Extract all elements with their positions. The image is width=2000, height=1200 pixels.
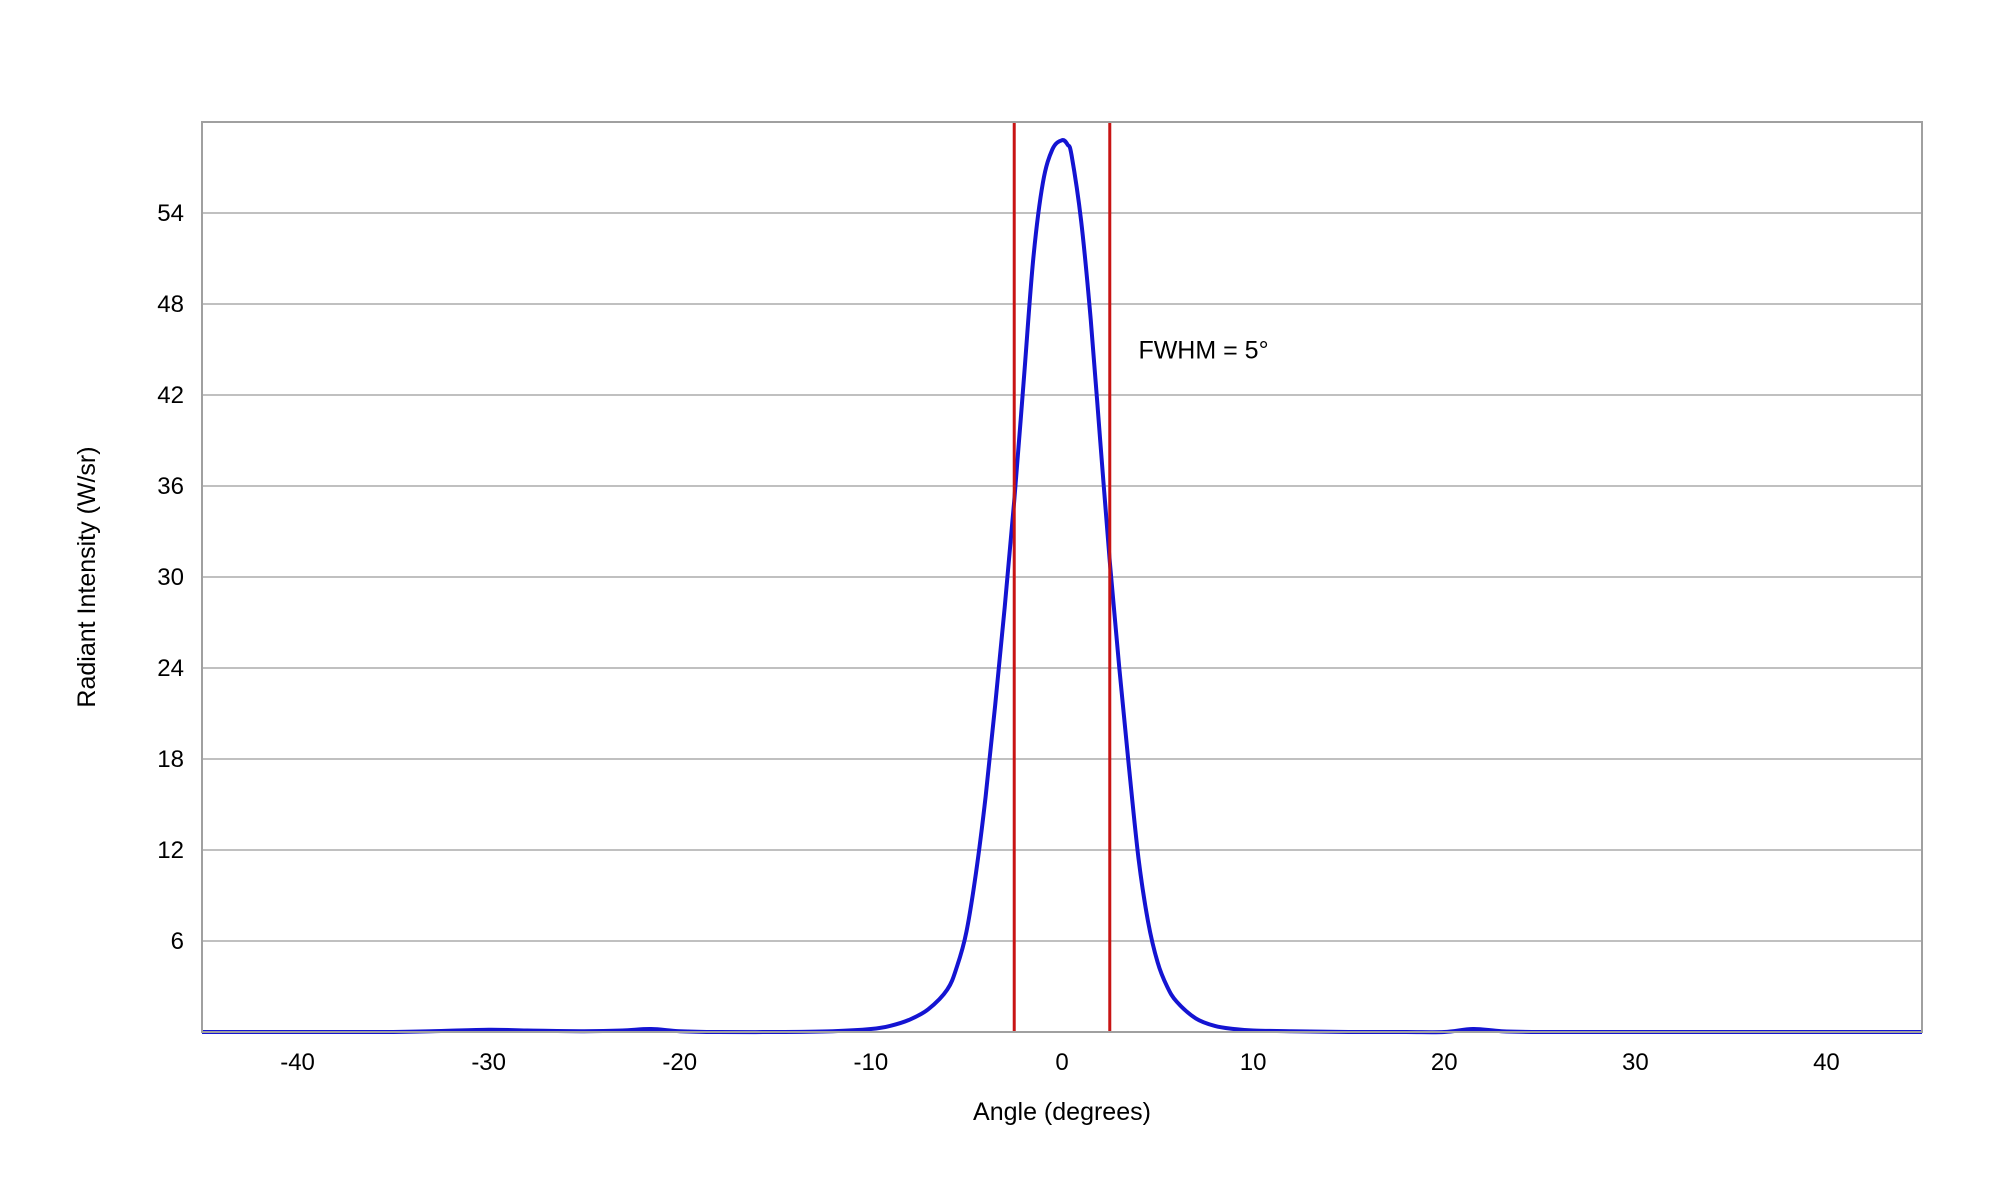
grid-lines bbox=[202, 212, 1922, 942]
plot-series bbox=[201, 138, 1922, 1035]
y-tick-label: 48 bbox=[157, 291, 184, 318]
x-tick-label: 40 bbox=[1813, 1049, 1840, 1076]
x-tick-label: -20 bbox=[662, 1049, 697, 1076]
y-tick-label: 18 bbox=[157, 746, 184, 773]
fwhm-marker-lines bbox=[1012, 122, 1112, 1032]
intensity-curve bbox=[201, 138, 1922, 1035]
y-tick-label: 42 bbox=[157, 382, 184, 409]
x-tick-label: -10 bbox=[854, 1049, 889, 1076]
x-tick-label: -40 bbox=[280, 1049, 315, 1076]
x-tick-label: 0 bbox=[1055, 1049, 1068, 1076]
y-axis-title: Radiant Intensity (W/sr) bbox=[73, 446, 101, 707]
y-axis-tick-labels: 6 12 18 24 30 36 42 48 54 bbox=[157, 200, 184, 955]
x-axis-title: Angle (degrees) bbox=[973, 1098, 1151, 1126]
x-tick-label: -30 bbox=[471, 1049, 506, 1076]
y-tick-label: 36 bbox=[157, 473, 184, 500]
y-tick-label: 12 bbox=[157, 837, 184, 864]
y-tick-label: 24 bbox=[157, 655, 184, 682]
plot-frame bbox=[201, 121, 1923, 1033]
y-tick-label: 6 bbox=[171, 928, 184, 955]
y-tick-label: 54 bbox=[157, 200, 184, 227]
x-axis-tick-labels: -40 -30 -20 -10 0 10 20 30 40 bbox=[280, 1049, 1840, 1076]
x-tick-label: 10 bbox=[1240, 1049, 1267, 1076]
x-tick-label: 30 bbox=[1622, 1049, 1649, 1076]
fwhm-annotation: FWHM = 5° bbox=[1138, 337, 1268, 365]
x-tick-label: 20 bbox=[1431, 1049, 1458, 1076]
y-tick-label: 30 bbox=[157, 564, 184, 591]
